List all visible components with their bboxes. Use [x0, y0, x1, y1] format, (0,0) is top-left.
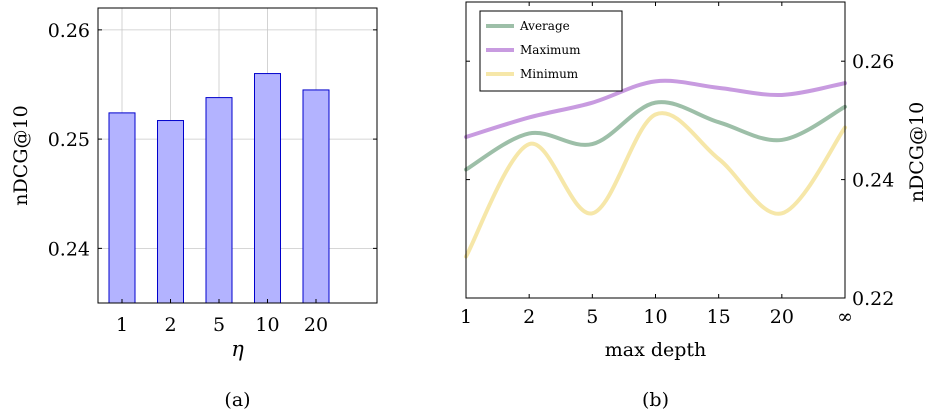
caption: (b) [642, 389, 669, 411]
x-tick-label: 20 [304, 314, 328, 336]
y-axis-label: nDCG@10 [906, 102, 928, 202]
grid [98, 8, 377, 303]
bar [205, 97, 233, 304]
legend-label: Maximum [520, 43, 581, 57]
y-axis-label: nDCG@10 [10, 105, 32, 205]
series-line [464, 111, 847, 259]
y-tick-label: 0.25 [48, 129, 90, 151]
series-line [464, 100, 847, 172]
tick-labels: 0.24 0.25 0.26 1 2 5 10 20 [48, 20, 377, 336]
y-tick-label: 0.26 [48, 20, 90, 42]
x-tick-label: ∞ [837, 306, 853, 328]
x-tick-label: 20 [770, 306, 794, 328]
legend: Average Maximum Minimum [479, 10, 623, 92]
x-tick-label: 1 [460, 306, 472, 328]
x-axis-label: η [231, 337, 244, 361]
bar [157, 120, 184, 304]
tick-labels: 1 2 5 10 15 20 ∞0.22 0.24 0.26 [460, 2, 894, 328]
x-tick-label: 1 [116, 314, 128, 336]
x-tick-label: 5 [586, 306, 598, 328]
x-tick-label: 10 [643, 306, 667, 328]
y-tick-label: 0.22 [852, 288, 894, 310]
x-tick-label: 15 [707, 306, 731, 328]
plot-frame [97, 7, 378, 304]
line-chart: 1 2 5 10 15 20 ∞0.22 0.24 0.26 Average Maximum Min… [460, 1, 928, 411]
bar [302, 89, 330, 304]
series-line [464, 78, 847, 139]
y-tick-label: 0.24 [852, 170, 894, 192]
x-tick-label: 2 [523, 306, 535, 328]
bar [254, 73, 281, 304]
x-tick-label: 2 [164, 314, 176, 336]
bar [108, 112, 136, 304]
x-tick-label: 10 [255, 314, 279, 336]
caption: (a) [224, 389, 250, 411]
legend-label: Minimum [520, 67, 579, 81]
y-tick-label: 0.24 [48, 238, 90, 260]
y-tick-label: 0.26 [852, 51, 894, 73]
bars [108, 73, 330, 304]
x-axis-label: max depth [605, 339, 707, 361]
x-tick-label: 5 [213, 314, 225, 336]
legend-label: Average [519, 19, 570, 33]
series-lines [464, 78, 847, 259]
bar-chart: 0.24 0.25 0.26 1 2 5 10 20 η nDCG@10 (a) [10, 7, 378, 411]
